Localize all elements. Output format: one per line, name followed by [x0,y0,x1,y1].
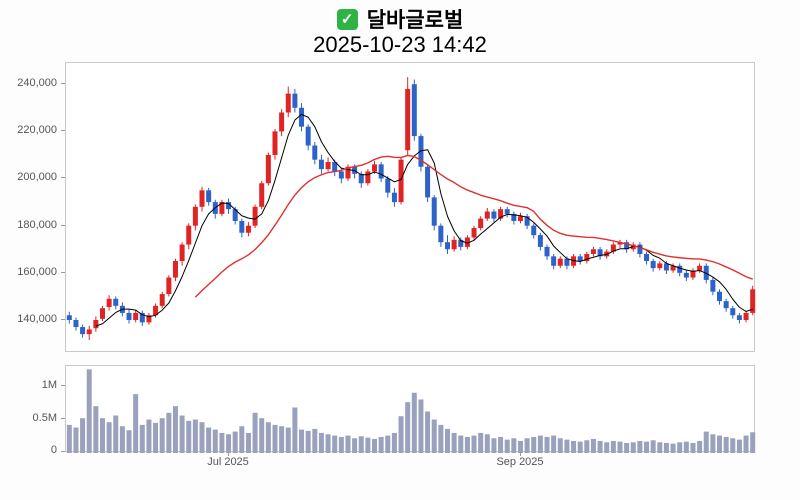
axis-tick [61,177,65,178]
price-axis-label: 240,000 [17,77,57,89]
volume-canvas[interactable] [66,366,756,453]
x-axis-label: Sep 2025 [496,456,544,468]
x-axis-label: Jul 2025 [207,456,249,468]
volume-chart-panel [65,365,756,453]
price-axis-label: 180,000 [17,219,57,231]
axis-tick [61,130,65,131]
price-axis-label: 200,000 [17,171,57,183]
price-chart-panel [65,62,756,353]
axis-tick [61,272,65,273]
check-icon: ✓ [336,8,358,30]
axis-tick [61,319,65,320]
timestamp: 2025-10-23 14:42 [313,32,487,57]
axis-tick [61,83,65,84]
price-axis-label: 160,000 [17,266,57,278]
price-canvas[interactable] [66,63,756,353]
axis-tick [520,452,521,456]
chart-header: ✓ 달바글로벌 [0,4,800,34]
axis-tick [61,418,65,419]
stock-title: 달바글로벌 [366,9,464,32]
price-axis-label: 140,000 [17,313,57,325]
volume-axis-label: 0.5M [32,412,57,424]
axis-tick [61,225,65,226]
axis-tick [61,385,65,386]
volume-axis-label: 0 [50,444,57,456]
check-glyph: ✓ [340,11,354,28]
volume-axis-label: 1M [41,379,57,391]
price-axis-label: 220,000 [17,124,57,136]
axis-tick [228,452,229,456]
axis-tick [61,451,65,452]
